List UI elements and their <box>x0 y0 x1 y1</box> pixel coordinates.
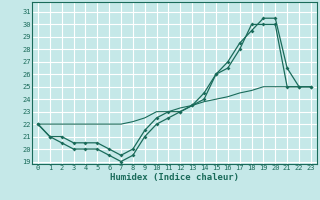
X-axis label: Humidex (Indice chaleur): Humidex (Indice chaleur) <box>110 173 239 182</box>
